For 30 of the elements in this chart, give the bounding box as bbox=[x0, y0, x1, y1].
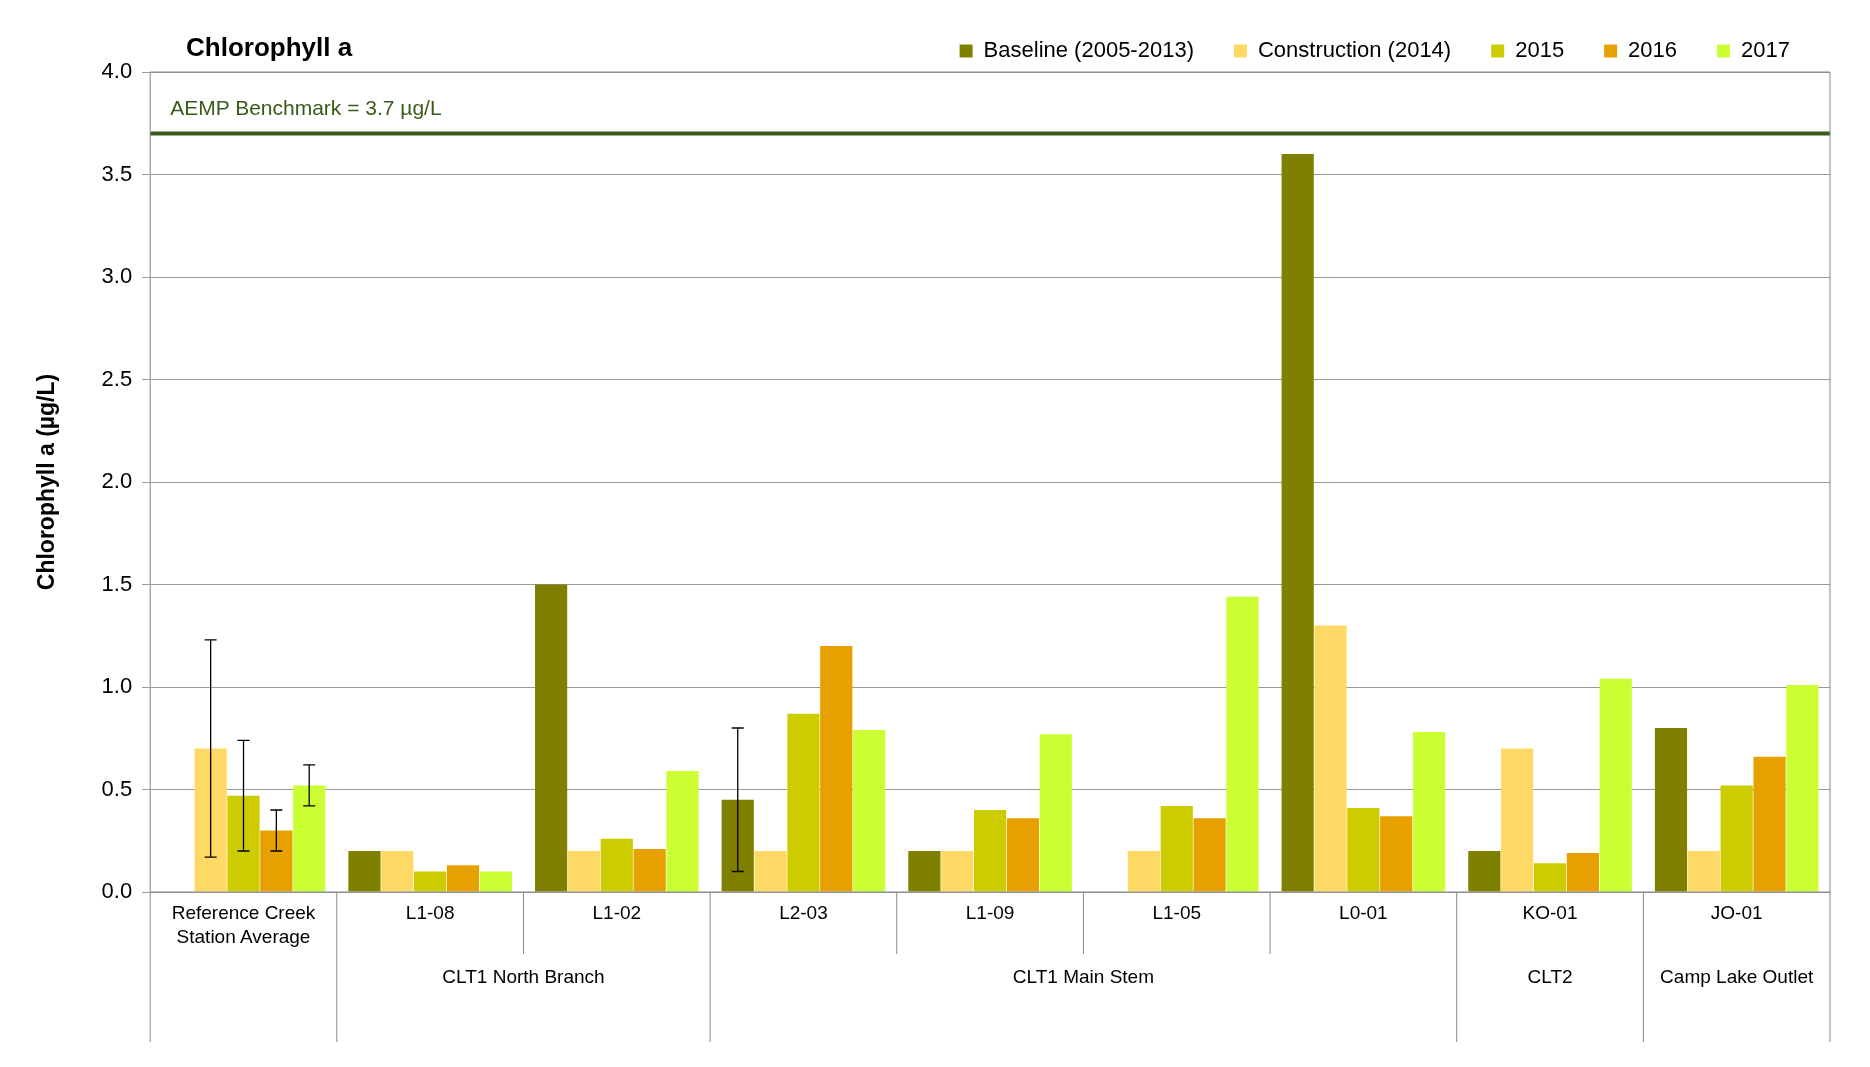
legend-label: Baseline (2005-2013) bbox=[983, 37, 1194, 63]
y-tick-label: 1.5 bbox=[101, 570, 133, 596]
text: CLT2 bbox=[1527, 965, 1573, 987]
legend-label: Construction (2014) bbox=[1257, 37, 1452, 63]
x-tick-label: L1-09 bbox=[965, 901, 1015, 923]
x-tick-label: L1-02 bbox=[592, 901, 642, 923]
x-tick-label: KO-01 bbox=[1522, 901, 1578, 923]
y-tick-label: 3.0 bbox=[101, 263, 133, 289]
x-tick-label: JO-01 bbox=[1710, 901, 1763, 923]
legend-label: 2017 bbox=[1741, 37, 1791, 63]
text: CLT1 North Branch bbox=[442, 965, 605, 987]
chart-title: Chlorophyll a bbox=[186, 32, 353, 63]
x-tick-label: L2-03 bbox=[779, 901, 828, 923]
ref-line-label: AEMP Benchmark = 3.7 µg/L bbox=[170, 95, 442, 119]
y-tick-label: 2.0 bbox=[101, 468, 133, 494]
y-axis-title: Chlorophyll a (µg/L) bbox=[33, 373, 60, 591]
text: Camp Lake Outlet bbox=[1660, 965, 1814, 987]
y-tick-label: 3.5 bbox=[101, 160, 133, 186]
legend-label: 2015 bbox=[1515, 37, 1565, 63]
text: CLT1 Main Stem bbox=[1012, 965, 1154, 987]
x-tick-label: L1-05 bbox=[1152, 901, 1202, 923]
y-tick-label: 2.5 bbox=[101, 365, 133, 391]
y-tick-label: 0.5 bbox=[101, 775, 133, 801]
x-tick-label: L0-01 bbox=[1339, 901, 1388, 923]
legend-label: 2016 bbox=[1628, 37, 1678, 63]
x-tick-label: L1-08 bbox=[405, 901, 455, 923]
y-tick-label: 0.0 bbox=[101, 878, 133, 904]
y-tick-label: 4.0 bbox=[101, 58, 133, 84]
x-tick-label: Reference Creek Station Average bbox=[171, 901, 316, 947]
y-tick-label: 1.0 bbox=[101, 673, 133, 699]
